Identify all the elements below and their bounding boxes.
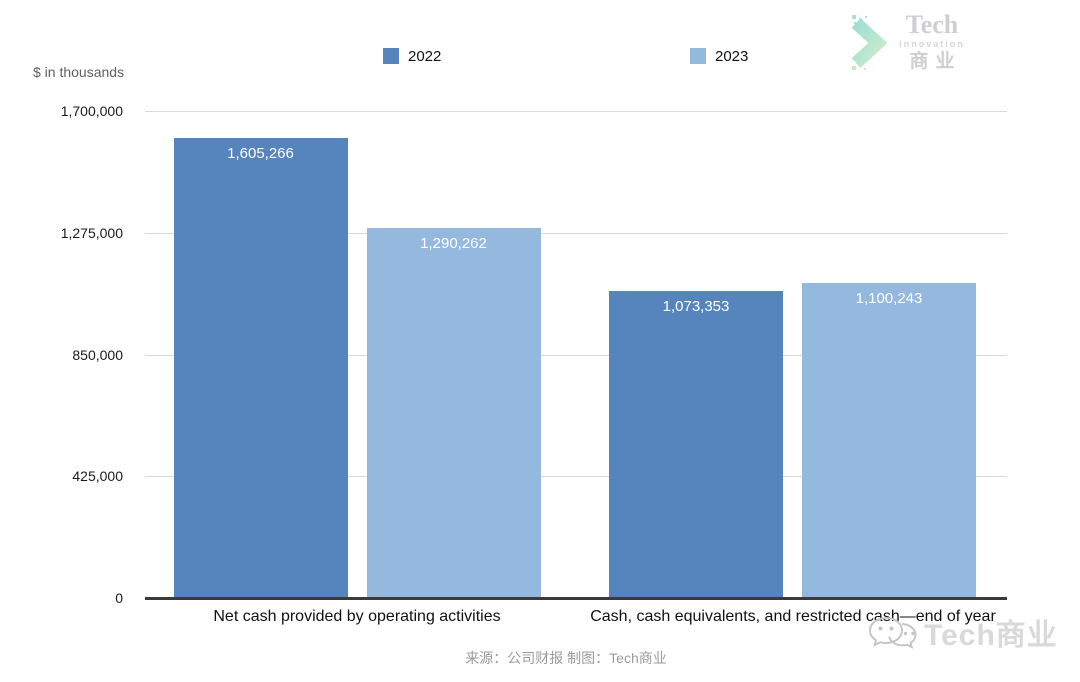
bar-2022-group1: 1,605,266 xyxy=(173,138,348,598)
bar-value-label: 1,290,262 xyxy=(420,235,487,253)
y-axis-tick-label: 1,275,000 xyxy=(60,224,123,241)
brand-name: Tech xyxy=(905,10,959,39)
bar-value-label: 1,605,266 xyxy=(227,145,294,163)
bar-2023-group1: 1,290,262 xyxy=(366,228,541,598)
gridline xyxy=(145,476,1007,478)
brand-logo-text: Tech Innovation 商业 xyxy=(899,12,965,74)
x-axis-line xyxy=(145,597,1007,600)
x-axis-category-label: Net cash provided by operating activitie… xyxy=(213,608,501,625)
legend-swatch-2022 xyxy=(383,48,399,64)
legend-item-2022: 2022 xyxy=(383,46,441,66)
chevron-logo-icon xyxy=(851,15,888,70)
x-axis-category-label: Cash, cash equivalents, and restricted c… xyxy=(590,608,996,625)
brand-subtitle: Innovation xyxy=(899,39,965,49)
bar-2022-group2: 1,073,353 xyxy=(609,290,783,598)
brand-logo: Tech Innovation 商业 xyxy=(851,12,965,74)
brand-name-chinese: 商业 xyxy=(909,51,962,72)
y-axis-unit-label: $ in thousands xyxy=(33,64,125,80)
y-axis-tick-label: 0 xyxy=(115,590,123,606)
gridline xyxy=(145,111,1007,112)
legend-label-2022: 2022 xyxy=(408,47,442,65)
gridline xyxy=(145,354,1007,356)
bar-value-label: 1,073,353 xyxy=(662,297,730,315)
gridline xyxy=(145,232,1007,234)
legend-swatch-2023 xyxy=(690,48,706,64)
bar-value-label: 1,100,243 xyxy=(855,289,923,307)
y-axis-tick-label: 425,000 xyxy=(72,468,123,485)
y-axis-tick-label: 1,700,000 xyxy=(60,103,123,119)
legend-item-2023: 2023 xyxy=(690,46,748,66)
source-credit-text: 来源：公司财报 制图：Tech商业 xyxy=(465,650,667,666)
y-axis-tick-label: 850,000 xyxy=(72,346,123,363)
legend-label-2023: 2023 xyxy=(715,47,749,65)
bar-2023-group2: 1,100,243 xyxy=(802,282,976,598)
